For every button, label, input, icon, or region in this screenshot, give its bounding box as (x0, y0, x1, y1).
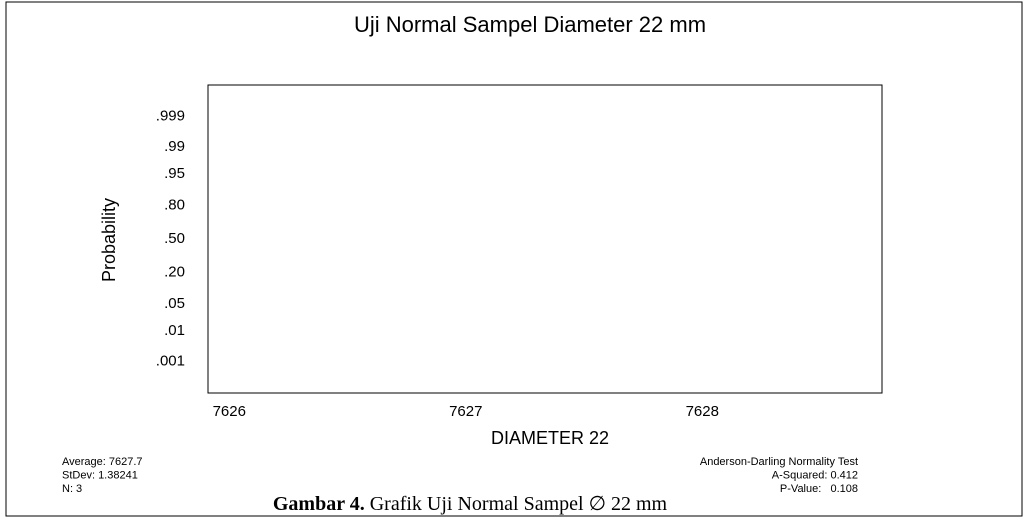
y-tick-label: .01 (164, 322, 185, 339)
stat-right: P-Value: 0.108 (780, 483, 858, 495)
plot-area (207, 84, 883, 394)
caption: Gambar 4. Grafik Uji Normal Sampel ∅ 22 … (273, 493, 668, 515)
y-tick-label: .001 (156, 352, 185, 369)
x-tick-label: 7627 (449, 403, 482, 420)
x-axis-label: DIAMETER 22 (491, 428, 609, 448)
y-tick-label: .50 (164, 230, 185, 247)
stat-left: StDev: 1.38241 (62, 469, 138, 481)
y-tick-label: .20 (164, 263, 185, 280)
caption-label: Gambar 4. (273, 493, 365, 515)
stat-right: A-Squared: 0.412 (772, 469, 858, 481)
x-tick-label: 7628 (686, 403, 719, 420)
y-tick-label: .80 (164, 197, 185, 214)
x-tick-label: 7626 (213, 403, 246, 420)
stat-right: Anderson-Darling Normality Test (700, 456, 858, 468)
stat-left: N: 3 (62, 483, 82, 495)
y-axis-label: Probability (99, 198, 119, 282)
y-tick-label: .95 (164, 165, 185, 182)
chart-title: Uji Normal Sampel Diameter 22 mm (354, 12, 706, 37)
frame (5, 1, 1023, 517)
caption-text: Grafik Uji Normal Sampel ∅ 22 mm (365, 493, 668, 515)
y-tick-label: .05 (164, 295, 185, 312)
stat-left: Average: 7627.7 (62, 456, 143, 468)
y-tick-label: .999 (156, 108, 185, 125)
y-tick-label: .99 (164, 138, 185, 155)
